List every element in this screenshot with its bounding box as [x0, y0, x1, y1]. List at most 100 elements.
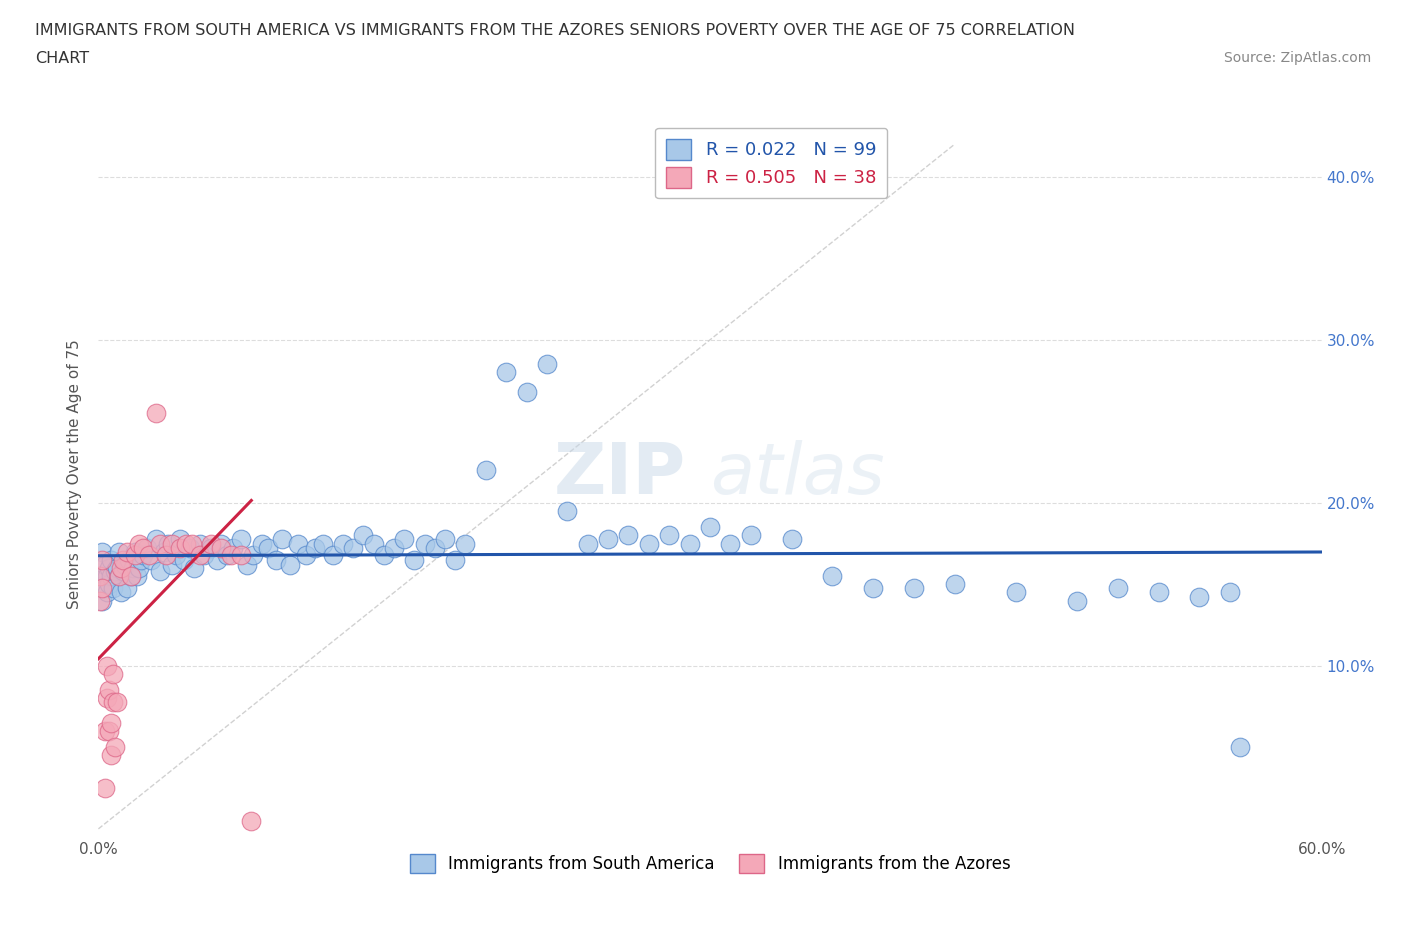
Point [128, 536, 150, 551]
Point [270, 531, 294, 546]
Point [780, 531, 803, 546]
Point [100, 748, 122, 763]
Point [89, 569, 111, 584]
Point [97, 683, 120, 698]
Point [555, 503, 579, 518]
Point [679, 536, 702, 551]
Point [108, 569, 131, 584]
Point [256, 541, 278, 556]
Point [124, 544, 146, 559]
Point [1229, 740, 1251, 755]
Point [352, 528, 374, 543]
Point [97, 724, 120, 738]
Point [129, 552, 152, 567]
Point [101, 667, 124, 682]
Point [127, 569, 149, 584]
Point [454, 536, 477, 551]
Point [97, 577, 120, 591]
Point [718, 536, 742, 551]
Point [89, 593, 111, 608]
Point [91, 580, 114, 595]
Legend: Immigrants from South America, Immigrants from the Azores: Immigrants from South America, Immigrant… [404, 847, 1017, 880]
Point [145, 531, 167, 546]
Point [105, 561, 128, 576]
Point [100, 715, 122, 730]
Point [322, 548, 344, 563]
Point [332, 536, 354, 551]
Text: Source: ZipAtlas.com: Source: ZipAtlas.com [1223, 51, 1371, 65]
Point [363, 536, 385, 551]
Text: ZIP: ZIP [554, 440, 686, 509]
Point [100, 569, 122, 584]
Point [598, 531, 620, 546]
Point [209, 541, 232, 556]
Point [132, 541, 155, 556]
Point [108, 569, 131, 584]
Point [97, 561, 120, 576]
Point [100, 552, 122, 567]
Y-axis label: Seniors Poverty Over the Age of 75: Seniors Poverty Over the Age of 75 [67, 339, 83, 609]
Point [215, 548, 238, 563]
Point [165, 548, 187, 563]
Point [434, 531, 457, 546]
Point [312, 536, 335, 551]
Point [304, 541, 326, 556]
Point [373, 548, 395, 563]
Point [145, 405, 167, 420]
Point [93, 780, 115, 795]
Point [1004, 585, 1026, 600]
Point [173, 552, 195, 567]
Point [1147, 585, 1170, 600]
Point [617, 528, 640, 543]
Point [862, 580, 884, 595]
Point [104, 740, 127, 755]
Point [128, 561, 150, 576]
Point [242, 548, 264, 563]
Point [231, 531, 253, 546]
Point [111, 552, 134, 567]
Point [1107, 580, 1129, 595]
Point [91, 593, 114, 608]
Point [105, 695, 128, 710]
Point [179, 541, 201, 556]
Point [101, 580, 124, 595]
Point [108, 544, 131, 559]
Point [576, 536, 599, 551]
Text: CHART: CHART [35, 51, 89, 66]
Point [536, 357, 558, 372]
Point [821, 569, 844, 584]
Point [222, 541, 245, 556]
Point [120, 569, 142, 584]
Point [444, 552, 467, 567]
Point [101, 695, 124, 710]
Point [1188, 590, 1211, 604]
Point [169, 541, 191, 556]
Point [699, 520, 721, 535]
Text: IMMIGRANTS FROM SOUTH AMERICA VS IMMIGRANTS FROM THE AZORES SENIORS POVERTY OVER: IMMIGRANTS FROM SOUTH AMERICA VS IMMIGRA… [35, 23, 1076, 38]
Point [118, 552, 141, 567]
Point [93, 580, 115, 595]
Point [250, 536, 273, 551]
Point [637, 536, 661, 551]
Point [110, 561, 132, 576]
Point [193, 548, 215, 563]
Point [240, 813, 263, 828]
Point [474, 463, 498, 478]
Point [169, 531, 191, 546]
Point [740, 528, 762, 543]
Point [188, 536, 212, 551]
Point [423, 541, 446, 556]
Point [89, 569, 111, 584]
Point [209, 536, 232, 551]
Point [404, 552, 426, 567]
Point [183, 561, 205, 576]
Point [124, 548, 146, 563]
Point [156, 536, 179, 551]
Point [295, 548, 318, 563]
Point [231, 548, 253, 563]
Point [160, 557, 183, 572]
Point [413, 536, 436, 551]
Point [200, 536, 222, 551]
Point [110, 585, 132, 600]
Point [155, 548, 177, 563]
